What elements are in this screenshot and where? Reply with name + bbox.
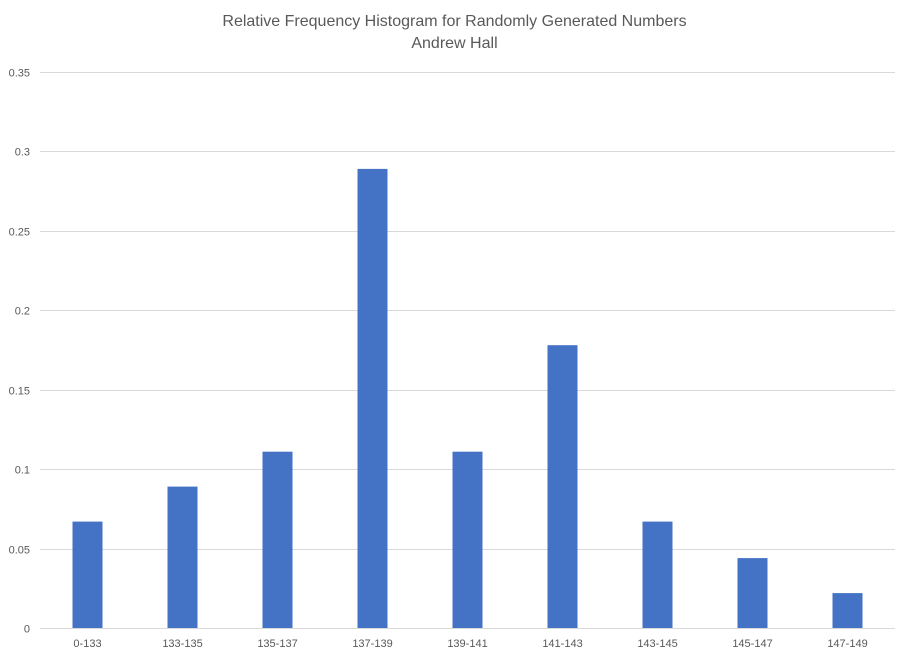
- x-tick-label: 139-141: [447, 638, 487, 650]
- x-axis-ticks: 0-133 133-135 135-137 137-139 139-141 141-143…: [73, 638, 867, 650]
- bar-143-145: [642, 521, 673, 628]
- y-tick-label: 0.2: [15, 306, 30, 318]
- bar-139-141: [452, 451, 483, 628]
- y-tick-label: 0.35: [9, 68, 30, 80]
- y-tick-label: 0.05: [9, 545, 30, 557]
- y-axis-ticks: 0 0.05 0.1 0.15 0.2 0.25 0.3 0.35: [9, 68, 30, 636]
- y-tick-label: 0.15: [9, 386, 30, 398]
- bar-0-133: [72, 521, 103, 628]
- bar-133-135: [167, 486, 198, 628]
- y-tick-label: 0.25: [9, 227, 30, 239]
- x-tick-label: 145-147: [732, 638, 772, 650]
- x-tick-label: 133-135: [162, 638, 202, 650]
- x-tick-label: 0-133: [73, 638, 101, 650]
- bar-137-139: [357, 168, 388, 628]
- bars: [72, 168, 863, 628]
- bar-147-149: [832, 593, 863, 628]
- y-tick-label: 0: [24, 624, 30, 636]
- y-tick-label: 0.3: [15, 147, 30, 159]
- x-tick-label: 137-139: [352, 638, 392, 650]
- chart-subtitle: Andrew Hall: [411, 35, 498, 52]
- x-tick-label: 147-149: [827, 638, 867, 650]
- bar-141-143: [547, 345, 578, 628]
- chart-title: Relative Frequency Histogram for Randoml…: [222, 13, 687, 30]
- bar-135-137: [262, 451, 293, 628]
- x-tick-label: 135-137: [257, 638, 297, 650]
- bar-145-147: [737, 558, 768, 628]
- x-tick-label: 141-143: [542, 638, 582, 650]
- x-tick-label: 143-145: [637, 638, 677, 650]
- y-tick-label: 0.1: [15, 465, 30, 477]
